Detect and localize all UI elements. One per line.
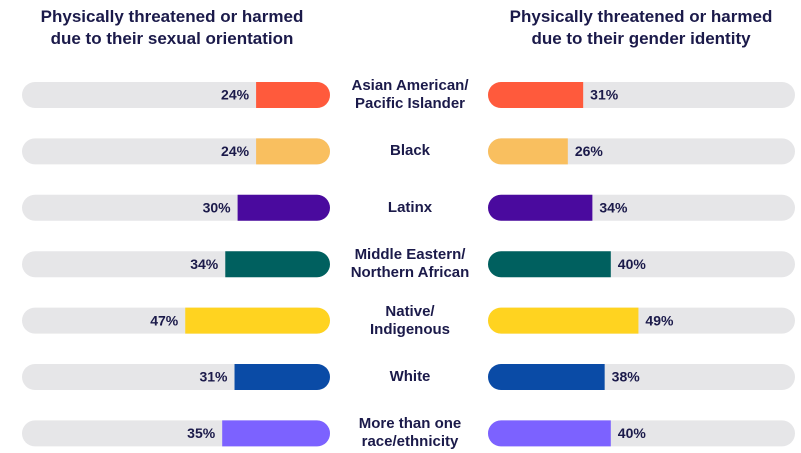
value-label: 31% xyxy=(199,369,228,385)
category-label: Middle Eastern/ Northern African xyxy=(350,246,470,282)
track xyxy=(22,82,330,108)
value-label: 26% xyxy=(575,143,604,159)
value-label: 34% xyxy=(599,200,628,216)
value-label: 40% xyxy=(618,425,647,441)
bar xyxy=(225,251,330,278)
value-label: 30% xyxy=(203,200,232,216)
value-label: 49% xyxy=(645,312,674,328)
bar xyxy=(222,420,331,447)
value-label: 38% xyxy=(612,369,641,385)
value-label: 40% xyxy=(618,256,647,272)
bar xyxy=(185,307,331,334)
right-title: Physically threatened or harmed due to t… xyxy=(509,7,773,48)
bar xyxy=(488,82,584,108)
value-label: 31% xyxy=(590,87,619,103)
value-label: 24% xyxy=(221,143,250,159)
category-label: More than one race/ethnicity xyxy=(358,415,462,451)
category-label: Asian American/ Pacific Islander xyxy=(351,77,469,112)
bar xyxy=(488,307,639,334)
bar xyxy=(237,194,330,221)
bar xyxy=(488,251,611,278)
value-label: 24% xyxy=(221,87,250,103)
bar xyxy=(234,364,330,390)
value-label: 34% xyxy=(190,256,219,272)
track xyxy=(22,138,330,165)
bar xyxy=(488,194,593,221)
value-label: 47% xyxy=(150,312,179,328)
category-label: Latinx xyxy=(387,198,433,216)
left-title: Physically threatened or harmed due to t… xyxy=(40,7,304,48)
bar xyxy=(488,420,611,447)
bar xyxy=(256,138,331,165)
value-label: 35% xyxy=(187,425,216,441)
category-label: Black xyxy=(389,142,431,160)
bar xyxy=(488,364,605,390)
category-label: Native/ Indigenous xyxy=(370,302,450,338)
bar xyxy=(256,82,330,108)
category-label: White xyxy=(389,368,431,385)
bar xyxy=(488,138,568,165)
